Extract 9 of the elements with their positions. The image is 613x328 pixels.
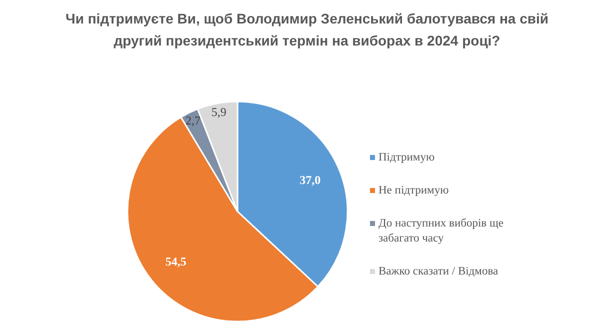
data-label: 54,5 (165, 254, 186, 268)
legend-label: Підтримую (378, 152, 435, 164)
legend-label: Важко сказати / Відмова (378, 266, 498, 278)
legend-label: До наступних виборів ще забагато часу (378, 218, 504, 244)
chart-title: Чи підтримуєте Ви, щоб Володимир Зеленський балотувався на свій другий президентський термін на виборах в 2024 році? (66, 10, 548, 48)
data-label: 5,9 (211, 105, 226, 120)
legend-label: Не підтримую (378, 184, 450, 196)
data-label: 37,0 (300, 172, 321, 187)
data-label: 2,7 (186, 114, 201, 128)
